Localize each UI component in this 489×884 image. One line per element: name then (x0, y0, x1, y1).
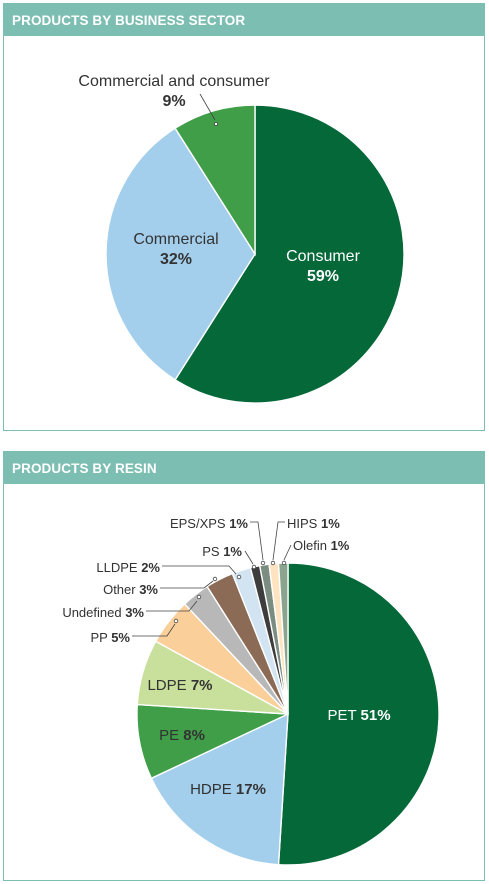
resin-panel: PRODUCTS BY RESIN PET 51% HDPE 17% PE 8% LD… (3, 451, 485, 881)
leader-dot-ps (251, 564, 257, 570)
leader-dot (213, 122, 218, 127)
pie-slice-pet (277, 562, 440, 866)
slice-value-commercial: 32% (160, 251, 192, 268)
slice-value-commercial-and-consumer: 9% (162, 93, 185, 110)
business-sector-pie-chart: Consumer 59% Commercial 32% Commercial and c… (78, 73, 405, 404)
business-sector-panel: PRODUCTS BY BUSINESS SECTOR Consumer 59% C… (3, 3, 485, 431)
leader-line-olefin (283, 544, 292, 561)
leader-line (199, 93, 216, 121)
slice-label-hips: HIPS 1% (287, 516, 340, 531)
leader-line-undefined (146, 600, 198, 612)
slice-label-ldpe: LDPE 7% (147, 677, 212, 694)
slice-label-pp: PP 5% (90, 630, 130, 645)
leader-line-lldpe (162, 565, 237, 575)
leader-dot-lldpe (236, 574, 242, 580)
slice-label-hdpe: HDPE 17% (190, 781, 266, 798)
leader-line-hips (272, 521, 285, 561)
slice-label-pet: PET 51% (327, 707, 390, 724)
leader-line-pp (132, 623, 176, 637)
slice-label-olefin: Olefin 1% (293, 538, 350, 553)
leader-line-eps-xps (250, 521, 264, 561)
slice-label-pe: PE 8% (159, 727, 205, 744)
slice-label-ps: PS 1% (202, 544, 242, 559)
slice-label-undefined: Undefined 3% (62, 605, 144, 620)
leader-dot-undefined (196, 594, 202, 600)
pie-slice-hdpe (150, 712, 289, 866)
business-sector-title: PRODUCTS BY BUSINESS SECTOR (4, 4, 484, 36)
slice-label-commercial: Commercial (133, 231, 218, 248)
slice-label-consumer: Consumer (286, 248, 360, 265)
slice-label-commercial-and-consumer: Commercial and consumer (78, 73, 270, 90)
slice-value-consumer: 59% (307, 268, 339, 285)
slice-label-other: Other 3% (103, 582, 158, 597)
leader-dot-hips (270, 560, 276, 566)
leader-dot-olefin (281, 560, 287, 566)
leader-dot-pp (173, 618, 179, 624)
leader-line-ps (244, 550, 254, 565)
slice-label-eps-xps: EPS/XPS 1% (170, 516, 248, 531)
resin-pie-chart: PET 51% HDPE 17% PE 8% LDPE 7% PP 5% Undefine… (62, 516, 440, 866)
pie-slice-commercial (105, 127, 256, 381)
leader-dot-other (212, 576, 218, 582)
leader-dot-eps-xps (260, 560, 266, 566)
resin-title: PRODUCTS BY RESIN (4, 452, 484, 484)
leader-line-other (160, 580, 214, 589)
slice-label-lldpe: LLDPE 2% (96, 560, 160, 575)
pie-slice-consumer (174, 104, 405, 404)
pie-slice-commercial-and-consumer (174, 104, 256, 257)
